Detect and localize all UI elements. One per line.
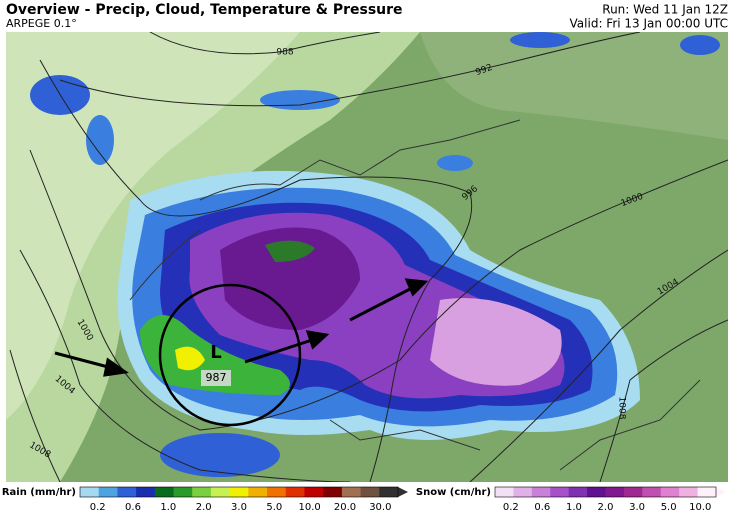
legend-title: Rain (mm/hr) [2,487,76,498]
model: ARPEGE 0.1° [6,17,77,30]
legend-tick-label: 0.6 [534,502,550,513]
legend-frame [79,486,399,498]
legend-tick-label: 3.0 [231,502,247,513]
legend: Rain (mm/hr) 0.2 0.6 1.0 2.0 3.0 5.0 10.0 20.0 30… [0,482,732,514]
legend-swatch [154,487,175,497]
legend-swatch [341,487,362,497]
legend-swatch [323,487,343,497]
legend-tick-label: 0.2 [90,502,106,513]
legend-arrow [716,487,726,497]
legend-swatch [513,487,533,497]
legend-swatch [117,487,137,497]
legend-swatch [304,487,324,497]
legend-swatch [587,487,606,497]
legend-tick-label: 1.0 [160,502,176,513]
legend-tick-label: 3.0 [629,502,645,513]
legend-tick-label: 5.0 [661,502,677,513]
legend-swatch [285,487,305,497]
title: Overview - Precip, Cloud, Temperature & … [6,2,403,18]
legend-swatch [136,487,156,497]
legend-tick-label: 30.0 [369,502,391,513]
legend-swatch [605,487,625,497]
legend-title: Snow (cm/hr) [416,487,491,498]
low-pressure: 987 [206,371,227,384]
low-symbol: L [210,342,221,363]
legend-swatch [642,487,662,497]
legend-swatch [495,487,514,497]
legend-swatch [98,487,118,497]
legend-swatch [660,487,680,497]
map-area [6,32,728,482]
legend-swatch [80,487,100,497]
legend-swatch [531,487,551,497]
legend-arrow [398,487,408,497]
legend-swatch [229,487,249,497]
run: Run: Wed 11 Jan 12Z [602,3,728,17]
legend-swatch [550,487,570,497]
legend-tick-label: 1.0 [566,502,582,513]
legend-tick-label: 2.0 [196,502,212,513]
legend-swatch [623,487,643,497]
legend-swatch [210,487,231,497]
legend-swatch [379,487,399,497]
legend-tick-label: 20.0 [334,502,356,513]
valid: Valid: Fri 13 Jan 00:00 UTC [570,17,728,31]
legend-swatch [679,487,699,497]
isobar-label: 988 [276,48,293,58]
isobar-label: 1008 [617,397,627,420]
legend-swatch [192,487,212,497]
legend-frame [494,486,717,498]
legend-swatch [248,487,268,497]
legend-tick-label: 0.6 [125,502,141,513]
legend-tick-label: 5.0 [266,502,282,513]
legend-swatch [360,487,380,497]
legend-swatch [267,487,287,497]
legend-tick-label: 10.0 [689,502,711,513]
legend-tick-label: 0.2 [503,502,519,513]
legend-tick-label: 10.0 [299,502,321,513]
legend-tick-label: 2.0 [598,502,614,513]
legend-swatch [697,487,717,497]
legend-swatch [173,487,193,497]
legend-swatch [568,487,588,497]
